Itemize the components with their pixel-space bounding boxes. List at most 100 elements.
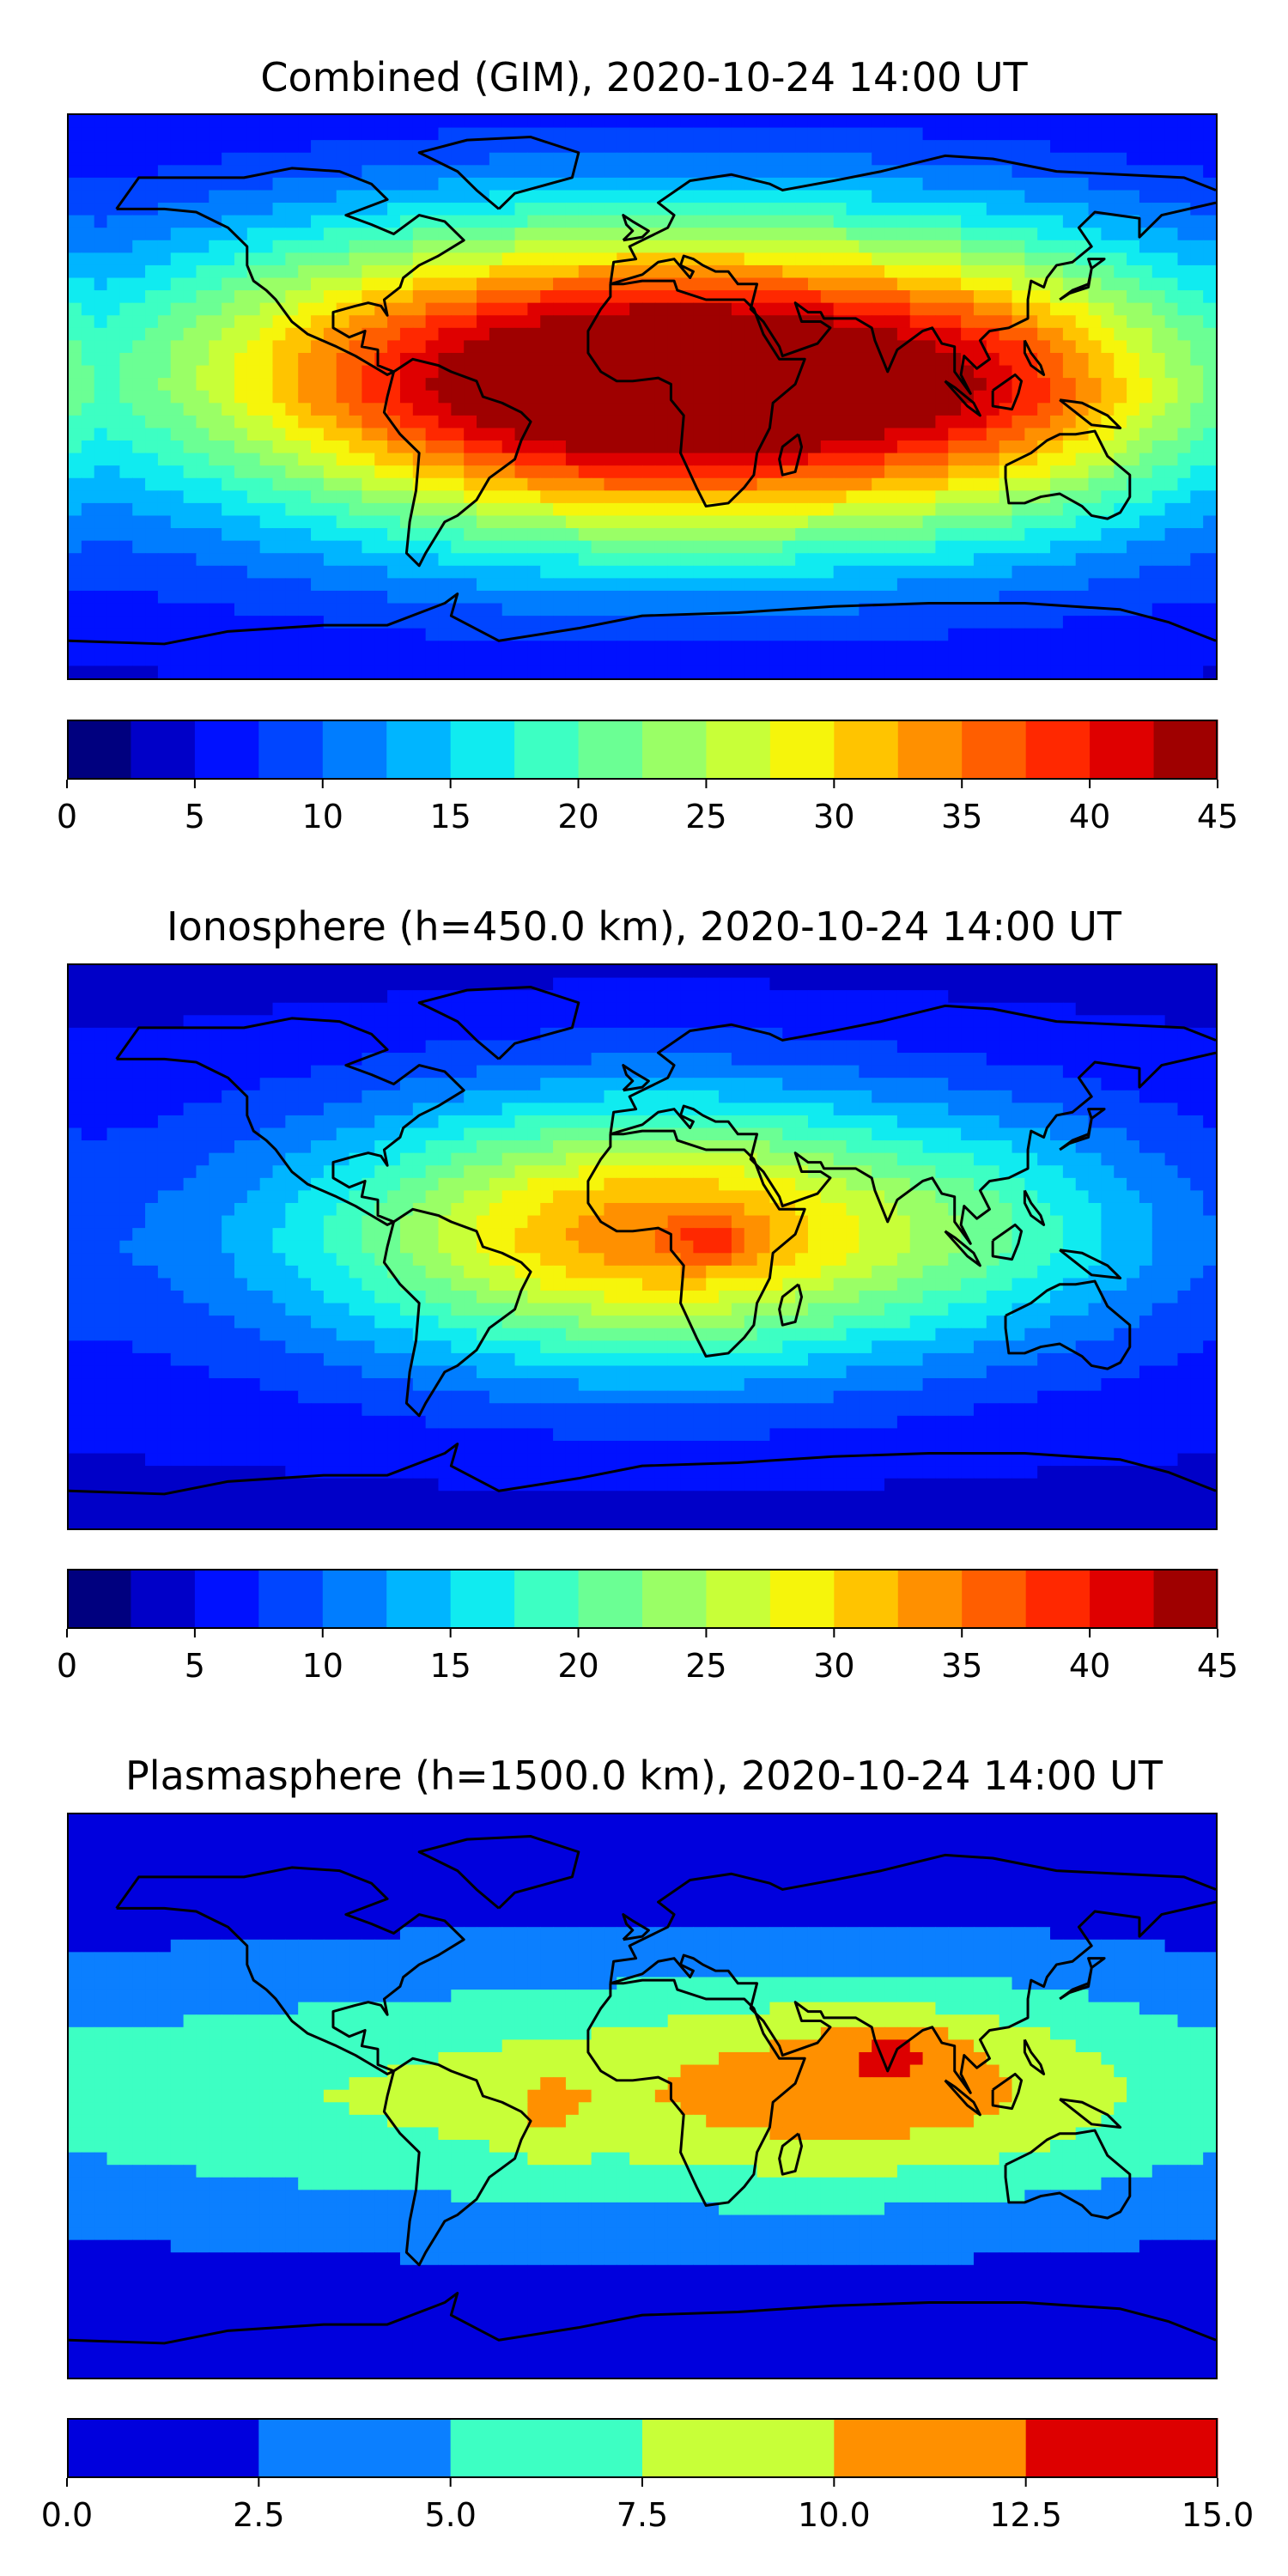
field-cell — [412, 290, 427, 304]
field-cell — [540, 415, 554, 429]
field-cell — [999, 641, 1013, 654]
field-cell — [731, 515, 745, 529]
field-cell — [807, 365, 822, 379]
field-cell — [706, 115, 720, 129]
field-cell — [183, 603, 197, 617]
field-cell — [859, 352, 872, 367]
field-cell — [896, 140, 911, 154]
field-cell — [540, 665, 554, 678]
field-cell — [654, 653, 669, 667]
field-cell — [170, 641, 185, 654]
field-cell — [349, 1027, 363, 1042]
field-cell — [196, 327, 210, 341]
field-cell — [961, 578, 975, 592]
field-cell — [540, 290, 554, 304]
field-cell — [349, 603, 363, 617]
field-cell — [132, 590, 146, 605]
field-cell — [527, 240, 541, 253]
field-cell — [909, 365, 924, 379]
field-cell — [654, 965, 669, 979]
field-cell — [514, 403, 528, 416]
field-cell — [922, 215, 937, 228]
field-cell — [272, 252, 286, 266]
field-cell — [1114, 390, 1127, 404]
field-cell — [106, 490, 120, 504]
field-cell — [833, 390, 848, 404]
field-cell — [909, 616, 924, 629]
field-cell — [629, 453, 643, 466]
field-cell — [94, 616, 108, 629]
field-cell — [1101, 1065, 1115, 1078]
field-cell — [209, 315, 222, 329]
field-cell — [1151, 578, 1166, 592]
field-cell — [501, 965, 516, 979]
field-cell — [693, 302, 707, 316]
field-cell — [973, 290, 987, 304]
field-cell — [769, 578, 783, 592]
field-cell — [1177, 565, 1191, 579]
field-cell — [973, 990, 987, 1004]
field-cell — [782, 490, 796, 504]
field-cell — [807, 1002, 822, 1016]
field-cell — [119, 378, 133, 392]
field-cell — [719, 403, 732, 416]
field-cell — [604, 1040, 617, 1054]
field-cell — [285, 641, 299, 654]
field-cell — [272, 264, 286, 279]
field-cell — [807, 553, 822, 567]
field-cell — [922, 453, 937, 466]
field-cell — [387, 264, 401, 279]
field-cell — [157, 264, 172, 279]
field-cell — [1012, 477, 1025, 491]
field-cell — [399, 1015, 414, 1029]
field-cell — [1203, 553, 1216, 567]
field-cell — [272, 553, 286, 567]
field-cell — [438, 1040, 452, 1054]
field-cell — [693, 264, 707, 279]
field-cell — [756, 264, 771, 279]
field-cell — [387, 190, 401, 204]
field-cell — [909, 302, 924, 316]
field-cell — [795, 203, 809, 216]
field-cell — [820, 177, 835, 191]
field-cell — [909, 403, 924, 416]
field-cell — [693, 315, 707, 329]
field-cell — [833, 1040, 848, 1054]
field-cell — [604, 1053, 617, 1066]
field-cell — [922, 990, 937, 1004]
field-cell — [349, 340, 363, 354]
field-cell — [1075, 190, 1090, 204]
field-cell — [132, 228, 146, 241]
field-cell — [132, 540, 146, 554]
field-cell — [501, 290, 516, 304]
field-cell — [1190, 264, 1204, 279]
field-cell — [782, 190, 796, 204]
field-cell — [1190, 565, 1204, 579]
field-cell — [654, 453, 669, 466]
field-cell — [1164, 603, 1179, 617]
field-cell — [629, 352, 643, 367]
field-cell — [323, 403, 337, 416]
field-cell — [795, 264, 809, 279]
field-cell — [642, 490, 656, 504]
field-cell — [222, 540, 235, 554]
field-cell — [719, 302, 732, 316]
field-cell — [1164, 1002, 1179, 1016]
field-cell — [782, 1065, 796, 1078]
field-cell — [501, 465, 516, 479]
field-cell — [1164, 1015, 1179, 1029]
field-cell — [387, 1015, 401, 1029]
field-cell — [170, 252, 185, 266]
field-cell — [642, 440, 656, 454]
field-cell — [399, 365, 414, 379]
field-cell — [298, 528, 312, 542]
field-cell — [222, 440, 235, 454]
field-cell — [565, 215, 580, 228]
field-cell — [667, 1015, 682, 1029]
field-cell — [872, 1053, 885, 1066]
field-cell — [667, 540, 682, 554]
field-cell — [807, 1078, 822, 1091]
field-cell — [425, 453, 440, 466]
field-cell — [1127, 177, 1140, 191]
field-cell — [311, 440, 325, 454]
